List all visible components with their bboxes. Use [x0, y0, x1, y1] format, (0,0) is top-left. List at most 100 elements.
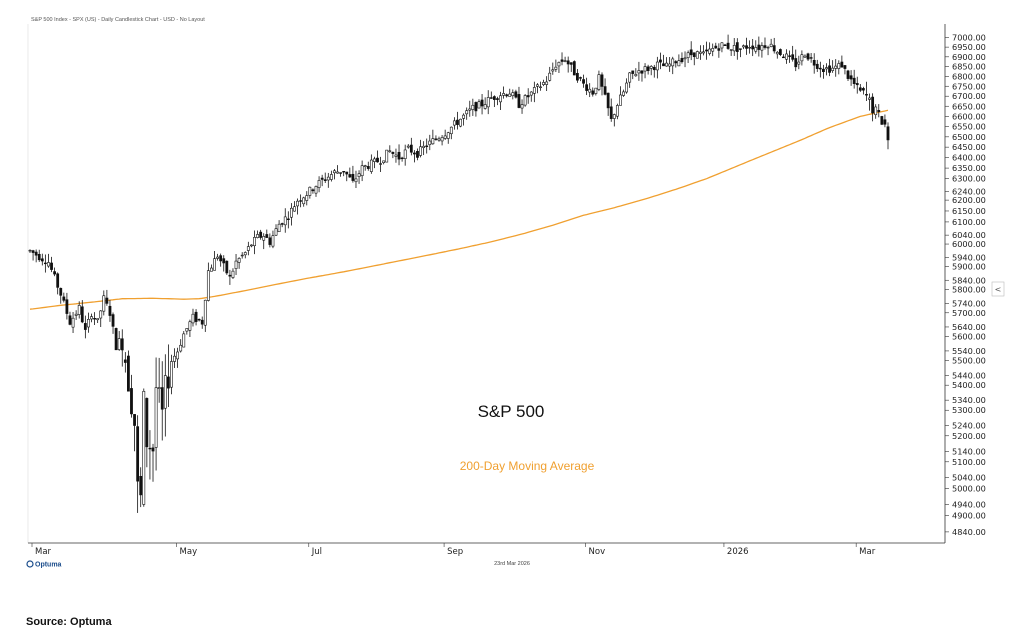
candle [185, 328, 189, 335]
candle-body [47, 262, 50, 267]
candle [136, 415, 140, 513]
candle-body [274, 228, 278, 236]
candle [127, 350, 130, 392]
candle-body [182, 333, 186, 348]
candle-body [265, 234, 269, 238]
y-tick-label: 6500.00 [952, 132, 986, 142]
candle [861, 86, 865, 95]
candle-body [366, 166, 370, 169]
candle [157, 357, 161, 403]
candle [394, 148, 398, 163]
candle-body [83, 323, 87, 330]
candle [840, 55, 844, 68]
candle-body [428, 140, 432, 146]
candle [797, 55, 801, 70]
candle [77, 301, 81, 319]
candle [683, 51, 687, 68]
candle-body [382, 160, 386, 163]
candle [456, 111, 459, 130]
candle-body [517, 94, 521, 108]
candle [686, 50, 690, 64]
candle [96, 318, 100, 324]
candle-body [422, 145, 426, 148]
chart-date-label: 23rd Mar 2026 [494, 561, 530, 567]
candle-body [502, 93, 505, 96]
candle [720, 42, 724, 53]
candle [191, 308, 195, 327]
candle-body [677, 60, 681, 67]
candle-body [557, 62, 561, 67]
collapse-panel-icon[interactable]: < [991, 281, 1005, 297]
candles-layer [28, 34, 890, 513]
candle-body [222, 258, 226, 264]
candle [120, 329, 124, 367]
candle [499, 91, 502, 111]
optuma-logo: Optuma [26, 560, 62, 569]
candle [662, 54, 665, 67]
candle [603, 78, 607, 96]
candle-body [210, 267, 213, 272]
candle [222, 255, 226, 272]
candle [806, 52, 810, 62]
candle [828, 58, 831, 77]
candle [508, 88, 512, 97]
candle [794, 49, 798, 72]
candle [809, 53, 813, 63]
candle [111, 312, 115, 334]
candle-body [858, 87, 862, 91]
x-tick-label: Mar [35, 547, 52, 557]
candle-body [588, 88, 592, 93]
candle [173, 348, 176, 369]
candle [268, 233, 272, 248]
candle-body [606, 92, 610, 109]
candle-body [431, 138, 435, 145]
candle [428, 134, 432, 151]
candle [379, 156, 382, 173]
candle-body [154, 387, 158, 448]
candle-body [754, 47, 758, 52]
candle [702, 45, 705, 56]
y-tick-label: 6000.00 [952, 239, 986, 249]
candle-body [791, 54, 795, 60]
candle [99, 310, 103, 328]
candle [643, 63, 647, 79]
svg-text:<: < [995, 285, 1002, 294]
y-tick-label: 6800.00 [952, 71, 986, 81]
candle [526, 88, 530, 104]
candle-body [102, 295, 106, 312]
candle-body [751, 45, 755, 50]
candle-body [806, 53, 810, 60]
candle-body [323, 179, 327, 181]
candle-body [809, 57, 813, 59]
candle-body [253, 237, 256, 247]
candle-body [373, 158, 376, 162]
candle-body [268, 237, 272, 245]
y-tick-label: 6350.00 [952, 163, 986, 173]
candle [529, 91, 533, 102]
candle [409, 137, 413, 156]
candle [822, 64, 825, 79]
candle-body [579, 77, 582, 79]
candle-body [117, 338, 121, 350]
candle-body [108, 305, 112, 316]
candle-body [514, 91, 518, 98]
candle [333, 168, 336, 180]
candle-body [462, 114, 466, 119]
candle-body [213, 258, 216, 271]
candle [440, 134, 444, 146]
candle-body [163, 375, 167, 409]
candle [634, 68, 638, 77]
candle [532, 81, 536, 103]
candle [31, 249, 35, 261]
chart-header-title: S&P 500 Index - SPX (US) - Daily Candles… [31, 17, 205, 23]
candle-body [828, 65, 831, 73]
candle-body [683, 57, 687, 60]
candle-body [443, 135, 447, 139]
candle [231, 268, 235, 279]
candle [56, 272, 60, 295]
y-tick-label: 4840.00 [952, 527, 986, 537]
y-tick-label: 5800.00 [952, 284, 986, 294]
candle-body [775, 51, 779, 55]
candle-body [711, 48, 715, 52]
candle [612, 113, 616, 127]
